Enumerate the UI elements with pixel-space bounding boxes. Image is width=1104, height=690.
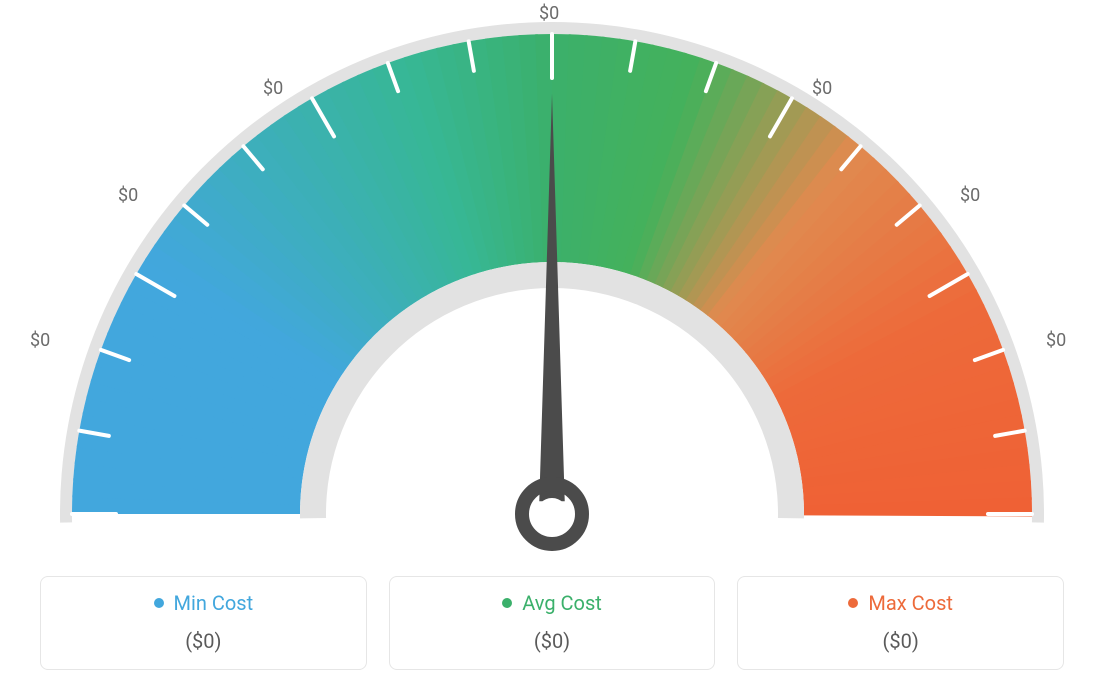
- gauge-chart: $0 $0 $0 $0 $0 $0 $0: [0, 0, 1104, 548]
- legend-dot-avg: [502, 598, 512, 608]
- legend-label-min: Min Cost: [174, 591, 254, 615]
- legend-card-min: Min Cost ($0): [40, 576, 367, 670]
- gauge-tick-label: $0: [960, 185, 980, 206]
- gauge-tick-label: $0: [263, 78, 283, 99]
- gauge-tick-label: $0: [118, 185, 138, 206]
- legend-value-avg: ($0): [400, 629, 705, 653]
- legend-row: Min Cost ($0) Avg Cost ($0) Max Cost ($0…: [40, 576, 1064, 670]
- legend-card-avg: Avg Cost ($0): [389, 576, 716, 670]
- gauge-tick-label: $0: [539, 3, 559, 24]
- legend-title-min: Min Cost: [154, 591, 254, 615]
- legend-label-avg: Avg Cost: [522, 591, 602, 615]
- legend-title-avg: Avg Cost: [502, 591, 602, 615]
- legend-label-max: Max Cost: [868, 591, 953, 615]
- legend-card-max: Max Cost ($0): [737, 576, 1064, 670]
- legend-value-min: ($0): [51, 629, 356, 653]
- gauge-tick-label: $0: [30, 330, 50, 351]
- gauge-tick-label: $0: [812, 78, 832, 99]
- legend-dot-min: [154, 598, 164, 608]
- gauge-svg: [42, 16, 1062, 556]
- legend-title-max: Max Cost: [848, 591, 953, 615]
- legend-value-max: ($0): [748, 629, 1053, 653]
- legend-dot-max: [848, 598, 858, 608]
- gauge-tick-label: $0: [1046, 330, 1066, 351]
